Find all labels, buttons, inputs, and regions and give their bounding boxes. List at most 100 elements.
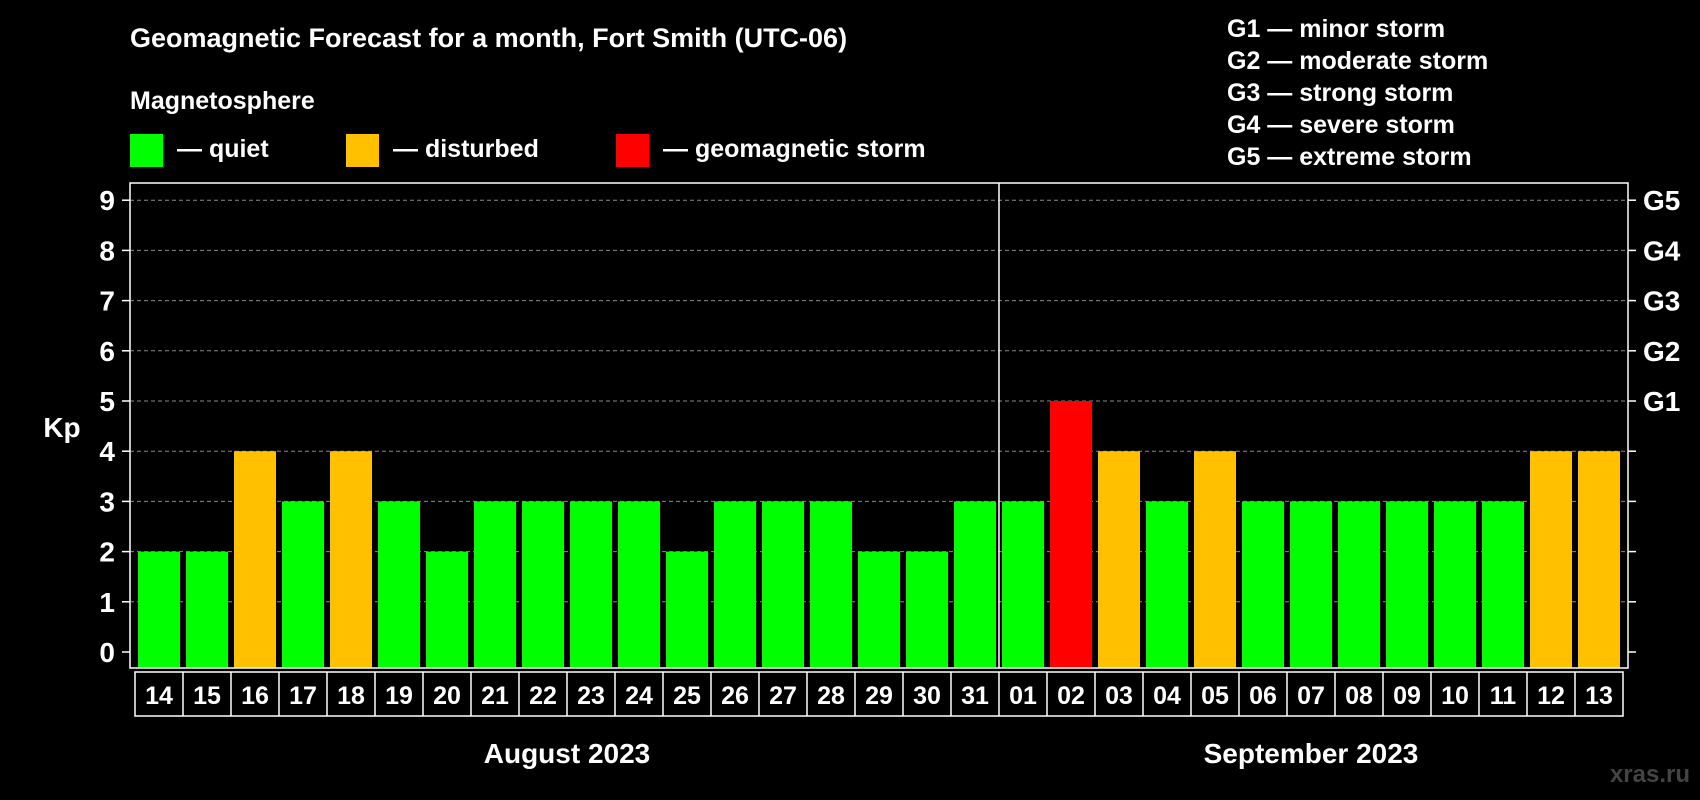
storm-level-label: G1	[1643, 386, 1680, 417]
storm-scale: G1 — minor storm G2 — moderate storm G3 — …	[1227, 15, 1488, 171]
y-tick-label: 7	[99, 286, 115, 317]
storm-scale-item: G1 — minor storm	[1227, 15, 1445, 43]
bar	[1002, 501, 1044, 668]
date-label: 14	[145, 682, 173, 710]
legend: — quiet — disturbed — geomagnetic storm	[130, 134, 926, 167]
date-label: 21	[481, 682, 509, 710]
y-tick-label: 5	[99, 386, 115, 417]
date-label: 15	[193, 682, 221, 710]
date-label: 25	[673, 682, 701, 710]
date-label: 22	[529, 682, 557, 710]
bar	[858, 551, 900, 668]
y-tick-label: 4	[99, 436, 115, 467]
date-label: 03	[1105, 682, 1133, 710]
y-tick-label: 9	[99, 185, 115, 216]
date-label: 31	[961, 682, 989, 710]
bar	[330, 451, 372, 668]
date-label: 23	[577, 682, 605, 710]
legend-label: — geomagnetic storm	[663, 135, 926, 163]
bar	[1386, 501, 1428, 668]
y-tick-label: 3	[99, 486, 115, 517]
legend-swatch	[130, 134, 163, 167]
legend-label: — disturbed	[393, 135, 539, 163]
month-label: September 2023	[1204, 738, 1419, 769]
date-label: 02	[1057, 682, 1085, 710]
date-label: 28	[817, 682, 845, 710]
bar	[1290, 501, 1332, 668]
month-labels: August 2023 September 2023	[484, 738, 1419, 769]
bar	[954, 501, 996, 668]
storm-scale-item: G5 — extreme storm	[1227, 143, 1472, 171]
date-label: 06	[1249, 682, 1277, 710]
date-label: 26	[721, 682, 749, 710]
bar	[1434, 501, 1476, 668]
y-tick-label: 8	[99, 235, 115, 266]
bar	[522, 501, 564, 668]
bar	[1578, 451, 1620, 668]
date-label: 30	[913, 682, 941, 710]
bar	[234, 451, 276, 668]
bar	[426, 551, 468, 668]
watermark: xras.ru	[1610, 761, 1690, 788]
bar	[186, 551, 228, 668]
bar	[378, 501, 420, 668]
date-label: 16	[241, 682, 269, 710]
date-label: 13	[1585, 682, 1613, 710]
bar	[1194, 451, 1236, 668]
bar	[1338, 501, 1380, 668]
bar	[666, 551, 708, 668]
date-label: 12	[1537, 682, 1565, 710]
legend-swatch	[346, 134, 379, 167]
storm-level-label: G4	[1643, 235, 1681, 266]
date-label: 11	[1490, 682, 1517, 710]
date-label: 05	[1201, 682, 1229, 710]
bar	[810, 501, 852, 668]
date-label: 04	[1153, 682, 1181, 710]
bar	[1242, 501, 1284, 668]
bar	[1530, 451, 1572, 668]
legend-swatch	[616, 134, 649, 167]
date-axis-frame	[134, 671, 1624, 717]
y-tick-label: 2	[99, 537, 115, 568]
date-label: 20	[433, 682, 461, 710]
bar	[762, 501, 804, 668]
bar	[714, 501, 756, 668]
legend-label: — quiet	[177, 135, 269, 163]
bars	[138, 401, 1620, 668]
bar	[282, 501, 324, 668]
date-label: 09	[1393, 682, 1421, 710]
date-label: 17	[289, 682, 317, 710]
storm-level-label: G3	[1643, 286, 1680, 317]
bar	[570, 501, 612, 668]
bar	[618, 501, 660, 668]
plot-frame	[129, 182, 1629, 669]
right-axis-labels: G1 G2 G3 G4 G5	[1628, 185, 1681, 653]
date-label: 10	[1441, 682, 1469, 710]
bar	[1098, 451, 1140, 668]
bar	[906, 551, 948, 668]
storm-scale-item: G3 — strong storm	[1227, 79, 1453, 107]
bar	[474, 501, 516, 668]
date-label: 07	[1297, 682, 1325, 710]
legend-heading: Magnetosphere	[130, 87, 315, 115]
storm-scale-item: G2 — moderate storm	[1227, 47, 1488, 75]
bar	[1482, 501, 1524, 668]
date-label: 01	[1009, 682, 1037, 710]
x-axis-date-labels: 14 15 16 17 18 19 20 21 22 23 24 25 26 27 28 29 30 31 01 02…	[134, 671, 1624, 717]
y-axis-ticks: 0 1 2 3 4 5 6 7 8 9	[99, 185, 130, 668]
storm-scale-item: G4 — severe storm	[1227, 111, 1455, 139]
month-label: August 2023	[484, 738, 651, 769]
axes	[129, 182, 1629, 669]
bar	[138, 551, 180, 668]
y-tick-label: 1	[99, 587, 115, 618]
bar	[1050, 401, 1092, 668]
storm-level-label: G5	[1643, 185, 1680, 216]
y-tick-label: 6	[99, 336, 115, 367]
chart-title: Geomagnetic Forecast for a month, Fort S…	[130, 23, 847, 53]
date-label: 08	[1345, 682, 1373, 710]
storm-level-label: G2	[1643, 336, 1680, 367]
date-label: 19	[385, 682, 413, 710]
date-label: 27	[769, 682, 797, 710]
date-label: 24	[625, 682, 653, 710]
